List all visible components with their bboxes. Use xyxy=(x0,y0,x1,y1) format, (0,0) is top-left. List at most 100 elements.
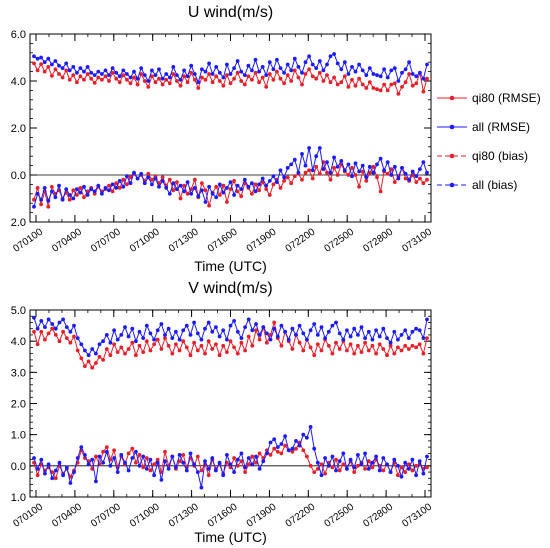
data-point xyxy=(126,468,131,473)
data-point xyxy=(82,184,86,189)
data-point xyxy=(107,73,111,77)
data-point xyxy=(425,177,429,182)
legend-label: all (RMSE) xyxy=(472,120,530,134)
data-point xyxy=(396,463,400,468)
data-point xyxy=(152,462,157,467)
data-point xyxy=(235,329,240,334)
data-point xyxy=(239,451,244,456)
data-point xyxy=(406,336,411,340)
series-all-rmse xyxy=(32,52,429,85)
data-point xyxy=(250,191,254,196)
data-point xyxy=(114,76,119,81)
data-point xyxy=(39,329,44,334)
data-point xyxy=(345,348,349,353)
data-point xyxy=(267,179,272,183)
data-point xyxy=(221,328,226,333)
data-point xyxy=(414,345,418,350)
data-point xyxy=(123,460,127,465)
data-point xyxy=(132,170,136,175)
data-point xyxy=(378,88,383,93)
data-point xyxy=(137,329,142,334)
y-tick-label: 4.0 xyxy=(11,336,26,348)
data-point xyxy=(175,79,179,83)
data-point xyxy=(195,348,200,353)
data-point xyxy=(137,463,142,468)
data-point xyxy=(192,320,197,325)
data-point xyxy=(125,174,129,179)
data-point xyxy=(425,317,429,322)
data-point xyxy=(232,76,237,81)
data-point xyxy=(257,69,261,74)
data-point xyxy=(363,340,367,345)
data-point xyxy=(289,181,294,186)
x-tick-label: 071000 xyxy=(128,501,162,529)
data-point xyxy=(189,191,194,196)
data-point xyxy=(103,186,108,190)
data-point xyxy=(232,193,237,197)
data-point xyxy=(341,337,346,342)
data-point xyxy=(314,76,319,81)
data-point xyxy=(217,70,222,75)
data-point xyxy=(125,72,129,76)
data-point xyxy=(83,453,87,457)
data-point xyxy=(292,174,297,179)
data-point xyxy=(239,79,244,83)
data-point xyxy=(163,336,167,340)
x-tick-label: 072200 xyxy=(284,226,318,254)
data-point xyxy=(271,182,276,187)
data-point xyxy=(146,79,151,83)
legend-item-qi80-rmse: qi80 (RMSE) xyxy=(437,91,541,105)
data-point xyxy=(61,473,65,478)
data-point xyxy=(239,459,244,464)
data-point xyxy=(317,59,322,63)
data-point xyxy=(43,325,47,329)
data-point xyxy=(207,72,212,76)
data-point xyxy=(257,337,262,342)
data-point xyxy=(232,470,237,474)
data-point xyxy=(271,77,276,82)
x-tick-label: 072800 xyxy=(361,501,395,529)
data-point xyxy=(323,456,327,460)
data-point xyxy=(243,470,248,474)
data-point xyxy=(159,347,164,351)
data-point xyxy=(160,82,165,87)
data-point xyxy=(144,339,149,344)
data-point xyxy=(385,171,390,176)
x-tick-label: 070400 xyxy=(50,226,84,254)
data-point xyxy=(257,80,261,85)
data-point xyxy=(300,152,304,156)
data-point xyxy=(72,323,76,328)
data-point xyxy=(400,166,404,170)
data-point xyxy=(68,329,73,334)
data-point xyxy=(135,176,140,181)
data-point xyxy=(314,154,319,159)
data-point xyxy=(308,345,313,350)
data-point xyxy=(71,73,76,77)
data-point xyxy=(64,68,69,73)
data-point xyxy=(286,448,291,453)
data-point xyxy=(46,56,51,61)
data-point xyxy=(100,191,104,196)
data-point xyxy=(71,196,76,201)
data-point xyxy=(177,337,182,342)
data-point xyxy=(53,67,58,72)
data-point xyxy=(117,179,122,183)
data-point xyxy=(150,177,154,182)
data-point xyxy=(425,76,429,81)
data-point xyxy=(141,350,146,354)
data-point xyxy=(392,164,397,169)
data-point xyxy=(328,80,333,85)
data-point xyxy=(367,66,372,70)
data-point xyxy=(206,339,211,344)
data-point xyxy=(425,62,429,67)
data-point xyxy=(254,328,258,333)
series-qi80-rmse xyxy=(32,320,429,370)
data-point xyxy=(139,66,144,70)
data-point xyxy=(46,317,51,322)
data-point xyxy=(235,351,240,356)
data-point xyxy=(146,175,151,180)
data-point xyxy=(392,329,397,334)
data-point xyxy=(239,69,244,74)
x-tick-label: 072800 xyxy=(361,226,395,254)
data-point xyxy=(303,163,308,168)
